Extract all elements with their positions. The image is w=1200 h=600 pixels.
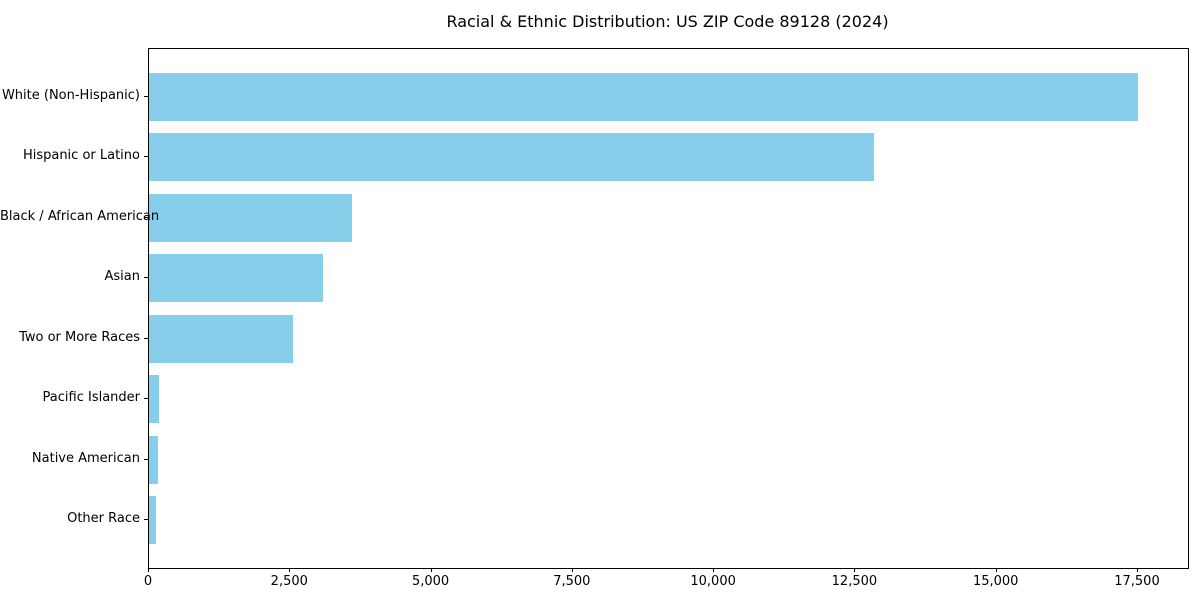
y-tick-label: Two or More Races [19, 329, 140, 345]
y-tick-mark [144, 277, 148, 279]
x-tick-mark [1136, 568, 1138, 572]
y-tick-mark [144, 398, 148, 400]
x-tick-label: 5,000 [411, 574, 450, 589]
x-tick-label: 2,500 [270, 574, 308, 589]
y-tick-label: Other Race [67, 511, 140, 527]
x-tick-label: 10,000 [690, 574, 736, 589]
chart-title: Racial & Ethnic Distribution: US ZIP Cod… [446, 12, 889, 31]
plot-area [148, 48, 1189, 569]
y-tick-mark [144, 458, 148, 460]
bar [149, 254, 324, 303]
x-tick-mark [854, 568, 856, 572]
x-tick-label: 17,500 [1114, 574, 1160, 589]
bar [149, 375, 159, 424]
bar [149, 435, 159, 484]
y-tick-label: Black / African American [0, 208, 160, 224]
x-tick-label: 15,000 [972, 574, 1019, 589]
x-tick-mark [148, 568, 149, 572]
y-tick-label: Hispanic or Latino [22, 148, 140, 164]
y-tick-mark [144, 95, 148, 97]
y-tick-mark [144, 216, 148, 218]
y-tick-mark [144, 519, 148, 521]
y-tick-label: White (Non-Hispanic) [1, 87, 140, 103]
x-tick-mark [289, 568, 291, 572]
bar [149, 133, 875, 182]
x-tick-mark [995, 568, 997, 572]
bar [149, 314, 294, 363]
y-tick-label: Asian [104, 269, 140, 285]
x-tick-mark [430, 568, 432, 572]
bar [149, 496, 157, 545]
y-tick-label: Pacific Islander [42, 390, 140, 406]
bar [149, 193, 352, 242]
y-tick-mark [144, 337, 148, 339]
bar [149, 72, 1138, 121]
x-tick-label: 0 [143, 574, 153, 589]
x-tick-label: 12,500 [831, 574, 878, 589]
y-tick-label: Native American [31, 450, 140, 466]
x-tick-mark [571, 568, 573, 572]
y-tick-mark [144, 156, 148, 158]
x-tick-label: 7,500 [553, 574, 591, 589]
x-tick-mark [713, 568, 715, 572]
